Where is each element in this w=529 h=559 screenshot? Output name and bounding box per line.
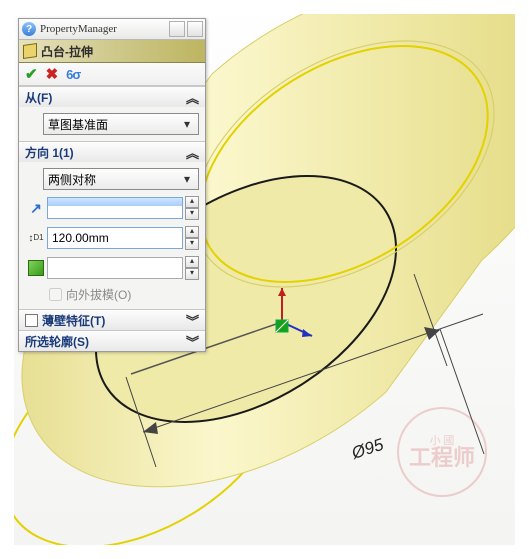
draft-icon[interactable]: [25, 260, 47, 276]
from-combo[interactable]: 草图基准面 ▾: [43, 113, 199, 135]
section-from-header[interactable]: 从(F) ︽: [19, 87, 205, 107]
property-manager-panel: ? PropertyManager 凸台-拉伸 ✔ ✖ 6σ 从(F) ︽: [18, 18, 206, 352]
draft-outward-checkbox[interactable]: 向外拔模(O): [49, 286, 199, 303]
draft-spin[interactable]: ▴▾: [185, 256, 199, 280]
from-combo-value: 草图基准面: [48, 116, 108, 133]
draft-field[interactable]: [47, 257, 183, 279]
model-viewport[interactable]: Ø95 小 國 工程师 ? PropertyManager: [14, 14, 515, 545]
cancel-button[interactable]: ✖: [46, 65, 59, 83]
depth-spin[interactable]: ▴▾: [185, 226, 199, 250]
extrude-icon: [23, 44, 37, 58]
pm-title: PropertyManager: [40, 23, 117, 35]
pm-opts-icon[interactable]: [187, 21, 203, 37]
direction-face-field[interactable]: [47, 197, 183, 219]
depth-icon: ↕D1: [25, 233, 47, 244]
direction-type-combo[interactable]: 两侧对称 ▾: [43, 168, 199, 190]
section-from-label: 从(F): [25, 89, 52, 106]
direction-type-value: 两侧对称: [48, 171, 96, 188]
chevron-down-icon: ▾: [180, 172, 194, 186]
ok-button[interactable]: ✔: [25, 65, 38, 83]
section-contour-header[interactable]: 所选轮廓(S) ︾: [19, 331, 205, 351]
detailed-preview-button[interactable]: 6σ: [66, 67, 80, 82]
reverse-direction-icon[interactable]: ↗: [25, 200, 47, 217]
pm-header: ? PropertyManager: [19, 19, 205, 40]
section-contour-label: 所选轮廓(S): [25, 333, 89, 350]
help-icon[interactable]: ?: [22, 22, 36, 36]
dimension-text: Ø95: [348, 435, 386, 463]
depth-field[interactable]: 120.00mm: [47, 227, 183, 249]
section-direction1-label: 方向 1(1): [25, 144, 74, 161]
chevron-up-icon: ︽: [186, 143, 199, 162]
thin-checkbox-icon[interactable]: [25, 314, 38, 327]
section-thin-label: 薄壁特征(T): [42, 312, 105, 329]
pm-pin-icon[interactable]: [169, 21, 185, 37]
section-thin-header[interactable]: 薄壁特征(T) ︾: [19, 310, 205, 330]
draft-outward-input[interactable]: [49, 288, 62, 301]
chevron-down-icon: ︾: [186, 311, 199, 330]
feature-title: 凸台-拉伸: [41, 43, 93, 60]
chevron-down-icon: ︾: [186, 332, 199, 351]
chevron-up-icon: ︽: [186, 88, 199, 107]
section-direction1-header[interactable]: 方向 1(1) ︽: [19, 142, 205, 162]
chevron-down-icon: ▾: [180, 117, 194, 131]
feature-title-bar: 凸台-拉伸: [19, 40, 205, 63]
direction-spin[interactable]: ▴▾: [185, 196, 199, 220]
